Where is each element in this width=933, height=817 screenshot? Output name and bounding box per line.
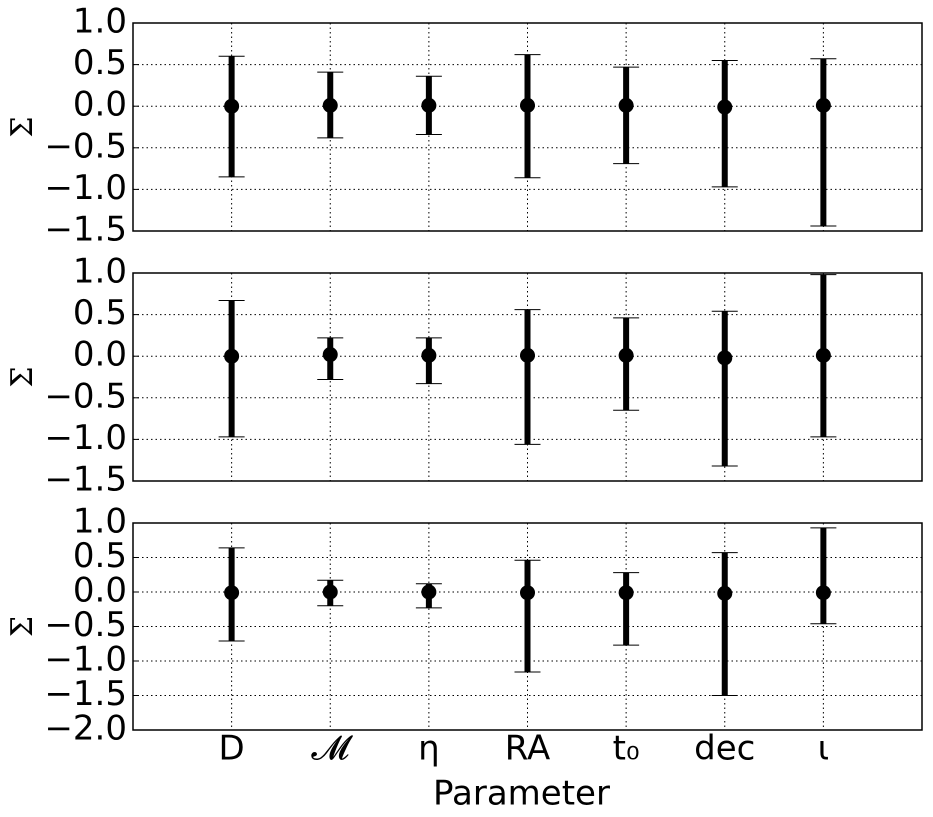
y-tick-label: −1.0	[44, 418, 127, 458]
y-tick-label: −1.0	[44, 168, 127, 208]
x-tick-label: 𝓜	[311, 729, 353, 769]
y-tick-label: −0.5	[44, 126, 127, 166]
y-tick-label: −1.0	[44, 640, 127, 680]
y-tick-label: −1.5	[44, 460, 127, 500]
y-tick-label: 0.0	[73, 335, 127, 375]
x-tick-label: η	[418, 729, 440, 769]
point	[224, 585, 240, 601]
y-tick-label: 1.0	[73, 252, 127, 292]
x-tick-label: t₀	[613, 729, 640, 769]
y-axis-label: Σ	[5, 366, 40, 387]
x-axis-label: Parameter	[433, 774, 610, 814]
axes-frame	[132, 522, 923, 731]
y-tick-label: 1.0	[73, 502, 127, 542]
y-tick-label: −0.5	[44, 376, 127, 416]
point	[618, 347, 634, 363]
y-axis-label: Σ	[5, 116, 40, 137]
axes-frame	[132, 272, 923, 482]
point	[815, 585, 831, 601]
y-tick-label: 0.5	[73, 43, 127, 83]
y-tick-label: 0.5	[73, 536, 127, 576]
x-tick-label: RA	[505, 729, 551, 769]
point	[224, 98, 240, 114]
point	[815, 347, 831, 363]
point	[322, 97, 338, 113]
point	[717, 350, 733, 366]
point	[421, 347, 437, 363]
point	[618, 585, 634, 601]
point	[421, 97, 437, 113]
x-tick-label: D	[219, 729, 245, 769]
x-tick-label: ι	[818, 729, 830, 769]
point	[717, 99, 733, 115]
y-tick-label: −2.0	[44, 709, 127, 749]
point	[815, 97, 831, 113]
y-tick-label: 0.0	[73, 571, 127, 611]
point	[224, 348, 240, 364]
point	[322, 584, 338, 600]
point	[322, 347, 338, 363]
point	[421, 584, 437, 600]
y-axis-label: Σ	[5, 616, 40, 637]
axes-frame	[132, 22, 923, 232]
point	[520, 347, 535, 363]
point	[717, 585, 733, 601]
y-tick-label: 0.0	[73, 85, 127, 125]
x-tick-label: dec	[694, 729, 755, 769]
y-tick-label: −1.5	[44, 210, 127, 250]
point	[520, 585, 535, 601]
point	[618, 97, 634, 113]
y-tick-label: 0.5	[73, 293, 127, 333]
y-tick-label: 1.0	[73, 2, 127, 42]
y-tick-label: −1.5	[44, 674, 127, 714]
y-tick-label: −0.5	[44, 605, 127, 645]
point	[520, 97, 535, 113]
